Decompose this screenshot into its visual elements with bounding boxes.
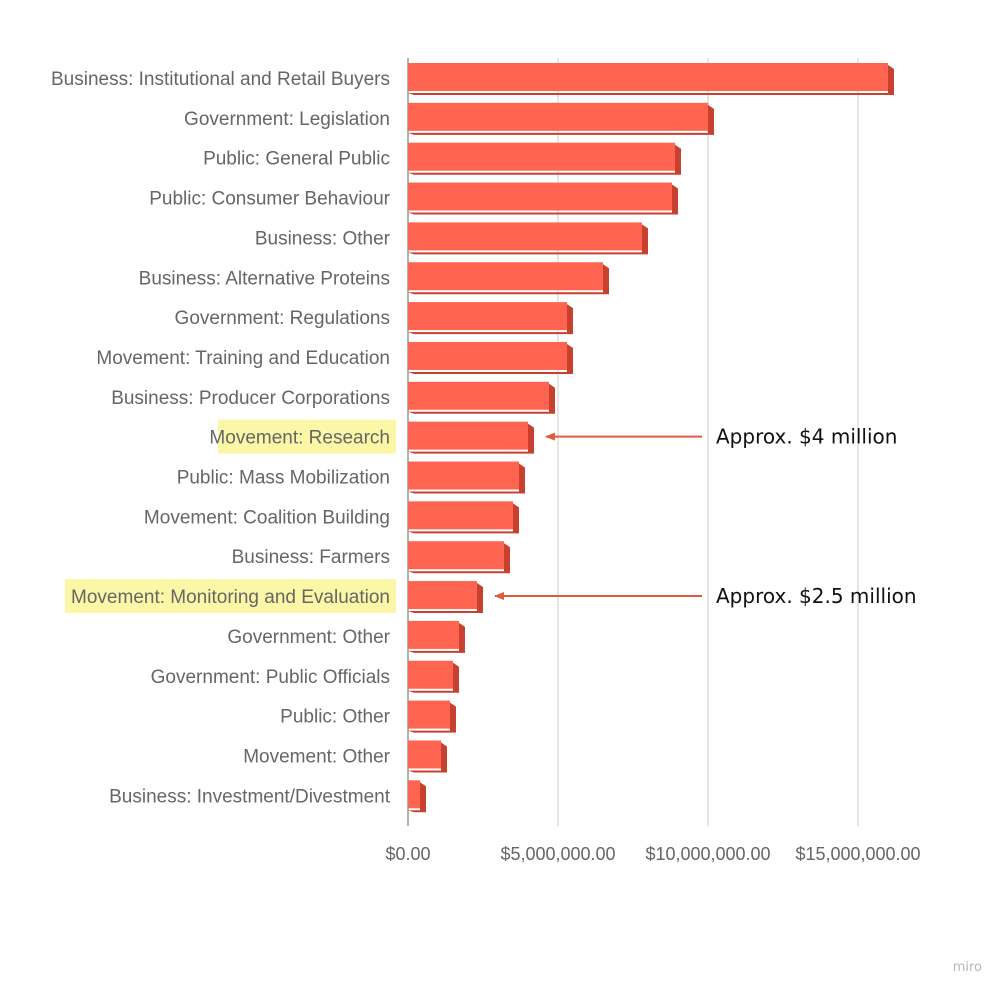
x-tick-label: $15,000,000.00 [795, 844, 920, 864]
x-tick-label: $10,000,000.00 [645, 844, 770, 864]
category-label: Government: Legislation [184, 109, 390, 130]
category-label: Business: Farmers [232, 547, 390, 568]
category-label: Business: Investment/Divestment [109, 786, 391, 807]
category-label: Movement: Training and Education [96, 348, 390, 369]
bar [408, 421, 528, 450]
bar [408, 381, 549, 410]
category-labels: Business: Institutional and Retail Buyer… [51, 69, 391, 807]
bar [408, 63, 888, 91]
bar-side [519, 463, 525, 494]
category-label: Business: Producer Corporations [111, 388, 390, 409]
category-label: Business: Alternative Proteins [139, 268, 390, 289]
bar-side [504, 543, 510, 574]
bar [408, 262, 603, 291]
bar-shadow [408, 367, 573, 374]
bar [408, 620, 459, 649]
bar [408, 501, 513, 530]
annotation-label: Approx. $2.5 million [716, 584, 917, 608]
bar-shadow [408, 766, 447, 773]
bar-side [513, 503, 519, 534]
bar-side [528, 423, 534, 454]
bar [408, 182, 672, 211]
category-label: Government: Regulations [175, 308, 390, 329]
bar [408, 461, 519, 490]
bar-side [603, 264, 609, 295]
category-label: Movement: Research [209, 428, 390, 449]
bar-side [450, 702, 456, 733]
x-tick-label: $0.00 [385, 844, 430, 864]
bar-side [453, 662, 459, 693]
bar [408, 142, 675, 171]
bar [408, 541, 504, 570]
bar-side [420, 782, 426, 813]
category-label: Public: General Public [203, 149, 390, 170]
category-label: Business: Institutional and Retail Buyer… [51, 69, 390, 90]
category-label: Public: Other [280, 707, 390, 728]
bar [408, 581, 477, 610]
bar-shadow [408, 726, 456, 733]
category-label: Government: Other [227, 627, 390, 648]
bars [408, 63, 894, 813]
bar-shadow [408, 128, 714, 135]
bar-side [477, 583, 483, 614]
label-highlight [218, 419, 396, 454]
label-highlight [65, 579, 396, 614]
bar-side [672, 184, 678, 215]
bar-shadow [408, 248, 648, 255]
category-label: Public: Mass Mobilization [177, 468, 390, 489]
bar-shadow [408, 567, 510, 574]
bar-shadow [408, 686, 459, 693]
bar-shadow [408, 288, 609, 295]
category-label: Government: Public Officials [151, 667, 390, 688]
bar-shadow [408, 607, 483, 614]
x-axis-ticks: $0.00 $5,000,000.00 $10,000,000.00 $15,000,… [385, 844, 920, 864]
category-label: Business: Other [255, 228, 391, 249]
bar-side [708, 104, 714, 135]
bar-side [567, 343, 573, 374]
category-label: Public: Consumer Behaviour [149, 189, 390, 210]
bar [408, 780, 420, 809]
bar [408, 660, 453, 689]
category-label: Movement: Coalition Building [144, 507, 390, 528]
miro-watermark: miro [953, 960, 982, 975]
bar-side [675, 144, 681, 175]
bar-side [567, 304, 573, 335]
bar-side [549, 383, 555, 414]
bar-side [459, 622, 465, 653]
highlight-boxes [65, 419, 396, 614]
bar-shadow [408, 89, 894, 95]
bar-shadow [408, 447, 534, 454]
bar [408, 102, 708, 131]
annotations: Approx. $4 million Approx. $2.5 million [494, 425, 917, 608]
bar [408, 302, 567, 331]
category-label: Movement: Other [243, 746, 390, 767]
bar-side [888, 65, 894, 95]
annotation-label: Approx. $4 million [716, 425, 897, 449]
bar-side [441, 742, 447, 773]
bar [408, 700, 450, 729]
bar-shadow [408, 407, 555, 414]
bar-shadow [408, 208, 678, 215]
bar-shadow [408, 328, 573, 335]
bar [408, 222, 642, 251]
bar-shadow [408, 527, 519, 534]
bar-shadow [408, 487, 525, 494]
bar [408, 740, 441, 769]
category-label: Movement: Monitoring and Evaluation [71, 587, 390, 608]
bar-shadow [408, 168, 681, 175]
bar-shadow [408, 646, 465, 653]
x-tick-label: $5,000,000.00 [500, 844, 615, 864]
bar-side [642, 224, 648, 255]
bar [408, 341, 567, 370]
